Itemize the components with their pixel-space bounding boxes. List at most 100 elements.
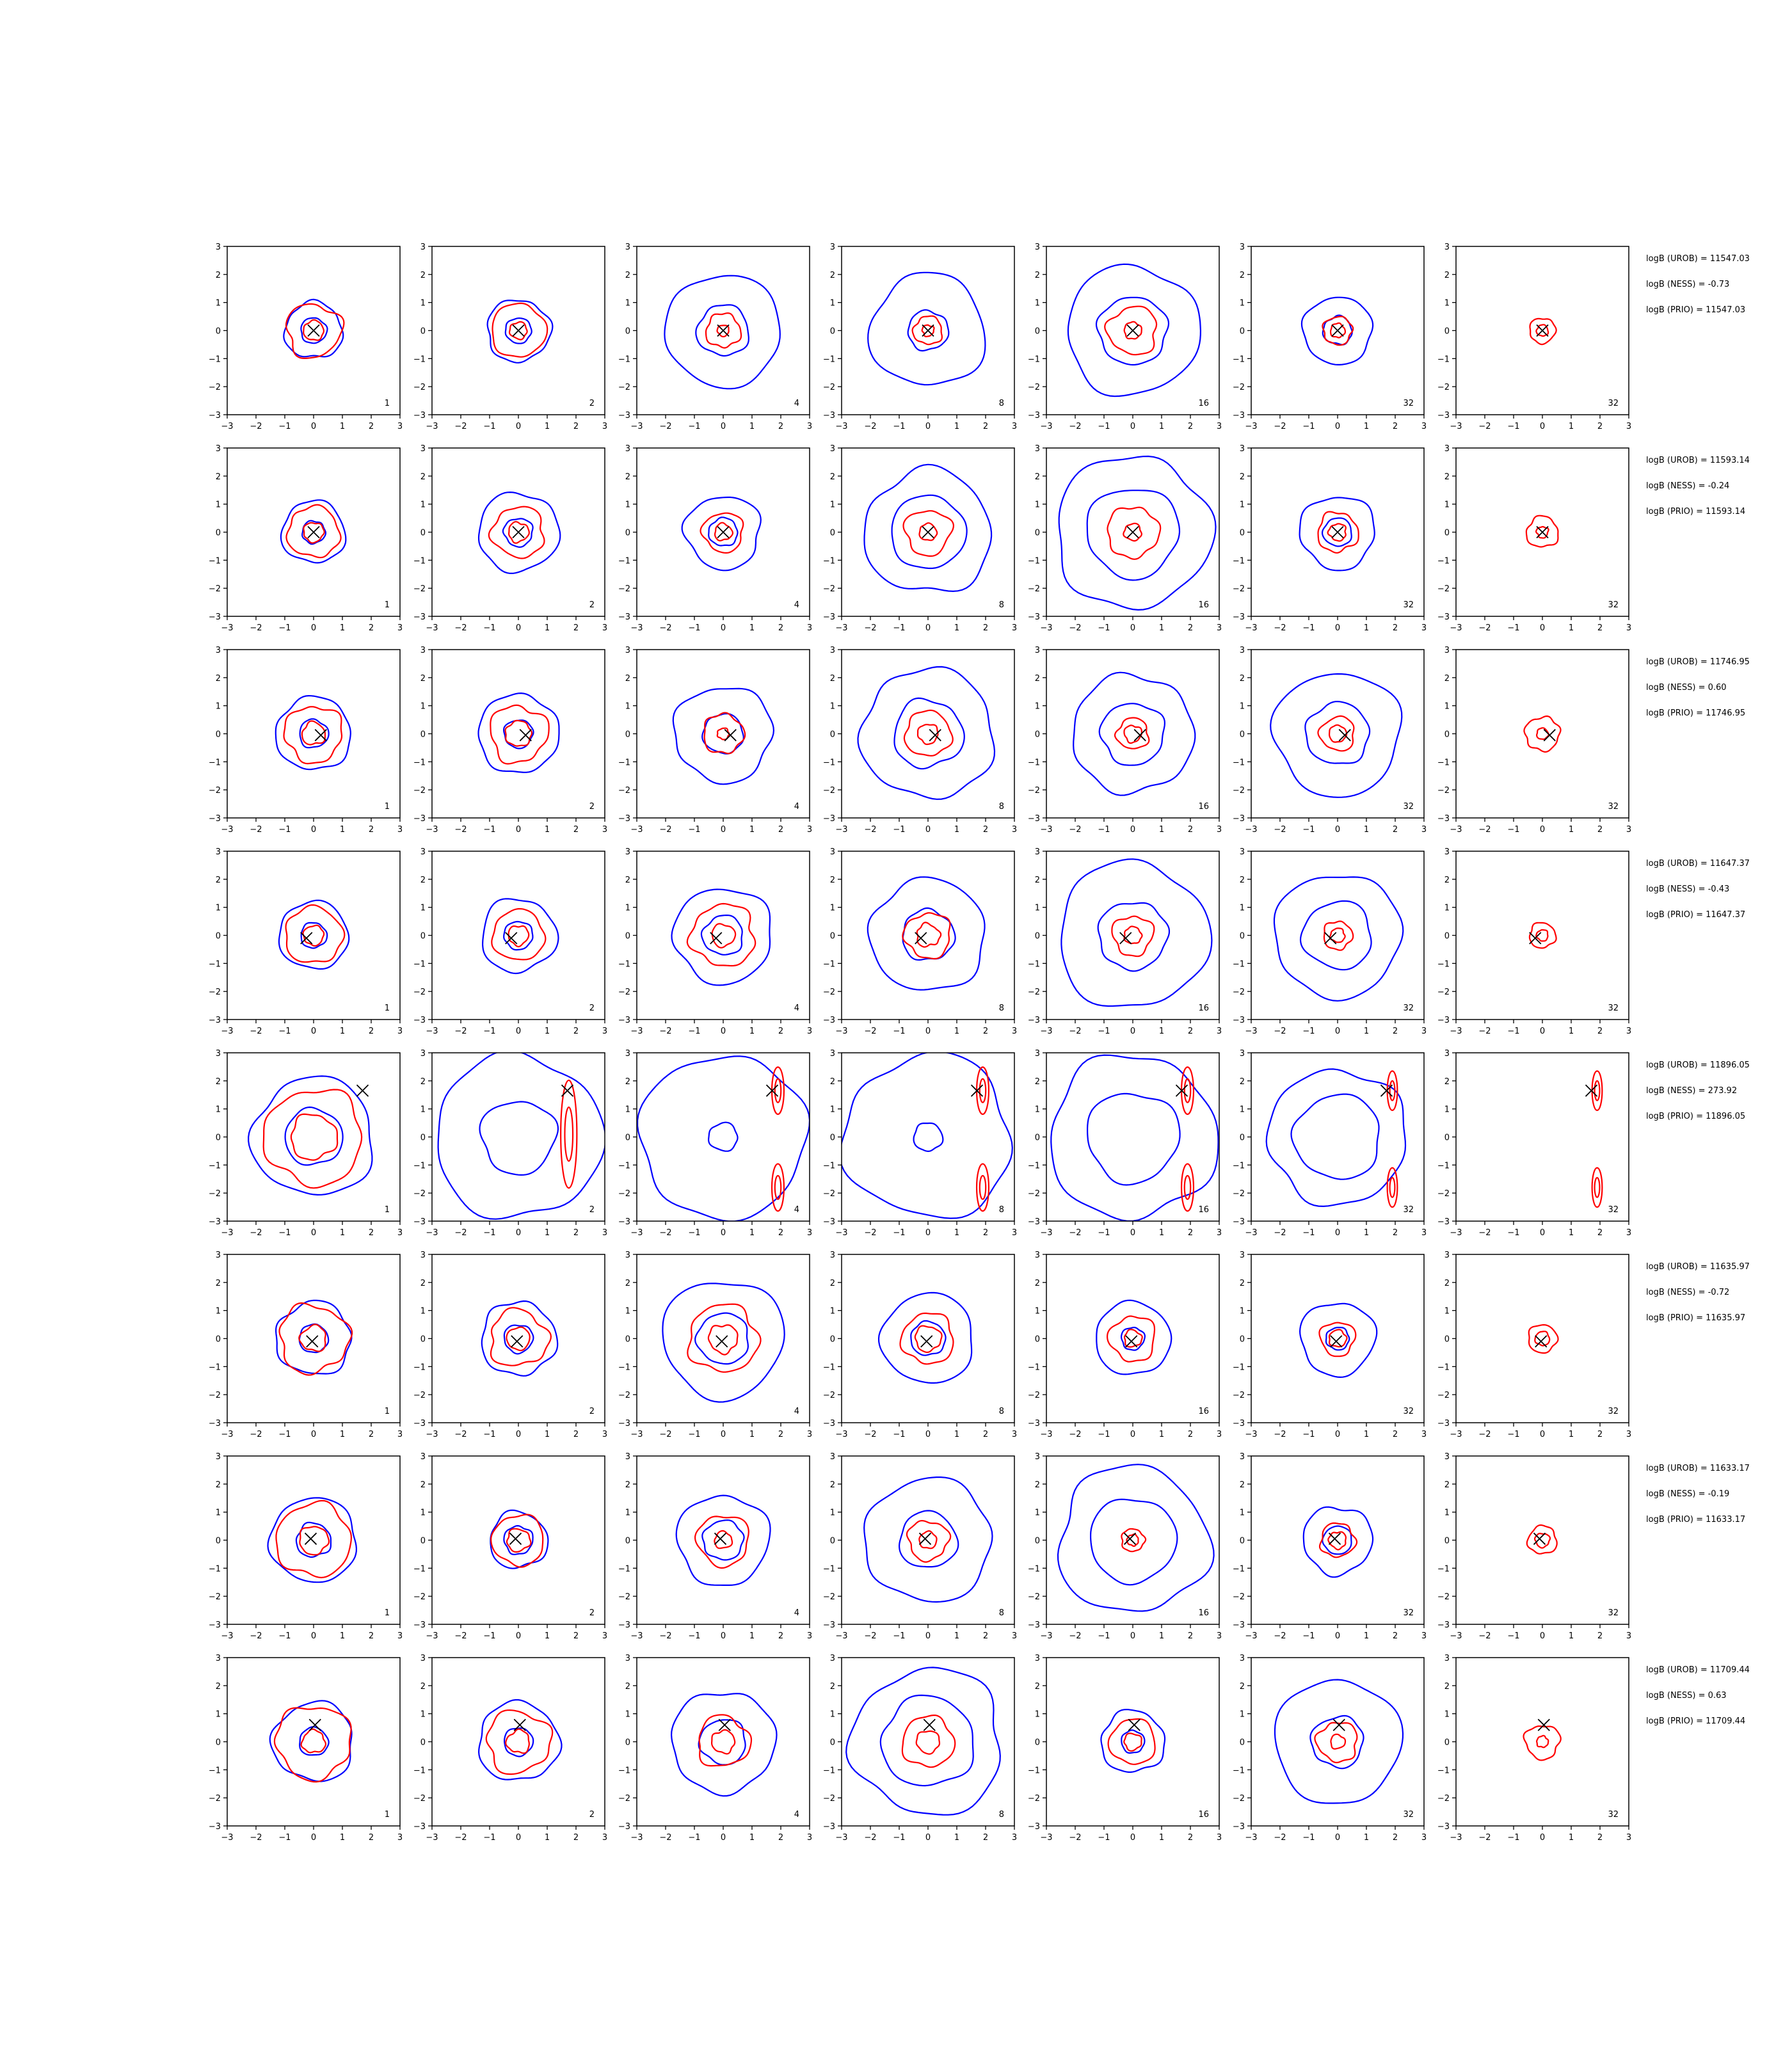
contour-group — [1523, 1725, 1562, 1761]
x-tick-label: 1 — [545, 1833, 550, 1843]
y-tick-label: 3 — [420, 1654, 426, 1663]
y-tick-label: −1 — [823, 1766, 835, 1775]
blue-contour-2 — [867, 271, 986, 386]
y-tick-label: 0 — [830, 932, 835, 941]
y-tick-label: 1 — [216, 1710, 221, 1720]
y-tick-label: 2 — [216, 1682, 221, 1692]
y-tick-label: −1 — [413, 1161, 426, 1171]
y-tick-label: −2 — [1233, 584, 1245, 594]
y-tick-label: −3 — [1233, 411, 1245, 420]
y-tick-label: 2 — [420, 271, 426, 280]
x-tick-label: 3 — [1421, 1430, 1427, 1439]
x-tick-label: 1 — [749, 422, 755, 431]
contour-group — [486, 300, 554, 364]
x-tick-label: 1 — [340, 422, 345, 431]
subplot-r7-c1: −3−3 −2 −2 −1 −1 0 0 1 1 2 2 3 3 1 — [209, 1452, 403, 1641]
y-tick-label: −2 — [1233, 1794, 1245, 1804]
contour-group — [877, 1292, 973, 1384]
x-tick-label: 0 — [721, 1430, 726, 1439]
x-tick-label: 2 — [573, 422, 579, 431]
x-tick-label: −1 — [278, 1228, 291, 1238]
x-tick-label: −3 — [426, 1228, 438, 1238]
red-contour-2 — [1322, 316, 1354, 346]
y-tick-label: −1 — [413, 758, 426, 767]
axes-frame — [636, 649, 810, 819]
y-tick-label: 3 — [1444, 444, 1450, 454]
x-tick-label: −3 — [221, 825, 233, 835]
x-tick-label: 3 — [397, 1027, 403, 1036]
true-location-marker — [922, 324, 934, 337]
red-contour-1-2 — [1591, 1070, 1603, 1111]
x-tick-label: 1 — [954, 623, 959, 633]
x-tick-label: 3 — [1012, 623, 1017, 633]
y-tick-label: −1 — [1028, 355, 1040, 364]
x-tick-label: 2 — [778, 1833, 783, 1843]
x-tick-label: 2 — [1597, 422, 1603, 431]
red-contour-1-2 — [975, 1066, 990, 1116]
true-location-marker — [511, 1335, 524, 1348]
x-tick-label: −2 — [250, 422, 262, 431]
x-tick-label: −2 — [1478, 1228, 1491, 1238]
x-tick-label: −2 — [1069, 1631, 1081, 1641]
red-contour-2 — [1121, 1528, 1147, 1553]
x-tick-label: 0 — [311, 1631, 316, 1641]
true-location-marker — [1338, 729, 1351, 742]
y-tick-label: 0 — [216, 529, 221, 538]
red-contour-1 — [300, 1728, 327, 1754]
y-tick-label: 2 — [216, 472, 221, 482]
x-tick-label: −3 — [1450, 623, 1462, 633]
blue-contour-2 — [1058, 455, 1217, 611]
x-tick-label: −2 — [864, 1027, 876, 1036]
true-location-marker — [716, 1335, 728, 1348]
subplot-r1-c4: −3−3 −2 −2 −1 −1 0 0 1 1 2 2 3 3 8 — [823, 243, 1017, 431]
red-contour-1 — [298, 1324, 326, 1352]
x-tick-label: −2 — [454, 1833, 467, 1843]
x-tick-label: 3 — [1421, 1631, 1427, 1641]
y-tick-label: 2 — [625, 1682, 630, 1692]
blue-contour-2 — [670, 1693, 778, 1797]
stats-text-3: logB (PRIO) = 11709.44 — [1646, 1716, 1745, 1726]
red-contour-1 — [1327, 523, 1347, 542]
y-tick-label: 3 — [830, 444, 835, 454]
x-tick-label: 0 — [721, 1228, 726, 1238]
y-tick-label: 1 — [625, 904, 630, 913]
red-contour-2 — [490, 1307, 552, 1366]
y-tick-label: −2 — [823, 1391, 835, 1400]
axes-frame — [1455, 1657, 1629, 1827]
true-location-marker — [512, 324, 525, 337]
x-tick-label: 3 — [1626, 825, 1631, 835]
true-location-marker — [1380, 1084, 1393, 1097]
y-tick-label: −1 — [1233, 1363, 1245, 1372]
true-location-marker — [915, 932, 927, 945]
blue-contour-2 — [863, 463, 993, 593]
y-tick-label: −2 — [413, 988, 426, 997]
x-tick-label: 1 — [545, 1631, 550, 1641]
y-tick-label: 3 — [1444, 1049, 1450, 1059]
y-tick-label: 0 — [1444, 1738, 1450, 1748]
x-tick-label: −2 — [1069, 1228, 1081, 1238]
x-tick-label: 3 — [602, 1228, 607, 1238]
x-tick-label: 0 — [1130, 1430, 1135, 1439]
contour-group — [863, 463, 993, 593]
x-tick-label: −1 — [688, 1228, 700, 1238]
y-tick-label: 0 — [1444, 730, 1450, 740]
red-contour-2-2 — [1591, 1167, 1603, 1208]
x-tick-label: −3 — [835, 422, 847, 431]
y-tick-label: −3 — [1437, 1620, 1450, 1630]
blue-contour-1 — [898, 1510, 959, 1568]
x-tick-label: −1 — [1302, 623, 1315, 633]
subplot-r6-c6: −3−3 −2 −2 −1 −1 0 0 1 1 2 2 3 3 32 — [1233, 1251, 1427, 1439]
contour-group — [1067, 263, 1202, 397]
x-tick-label: −1 — [278, 623, 291, 633]
blue-contour-1 — [1322, 517, 1352, 547]
y-tick-label: 2 — [1035, 271, 1040, 280]
x-tick-label: 3 — [1012, 1833, 1017, 1843]
x-tick-label: 3 — [807, 422, 812, 431]
red-contour-1-2 — [771, 1066, 785, 1116]
y-tick-label: −1 — [1233, 1564, 1245, 1574]
x-tick-label: 3 — [397, 623, 403, 633]
y-tick-label: −1 — [413, 355, 426, 364]
y-tick-label: 2 — [1444, 1480, 1450, 1490]
stats-text-1: logB (UROB) = 11709.44 — [1646, 1665, 1750, 1675]
